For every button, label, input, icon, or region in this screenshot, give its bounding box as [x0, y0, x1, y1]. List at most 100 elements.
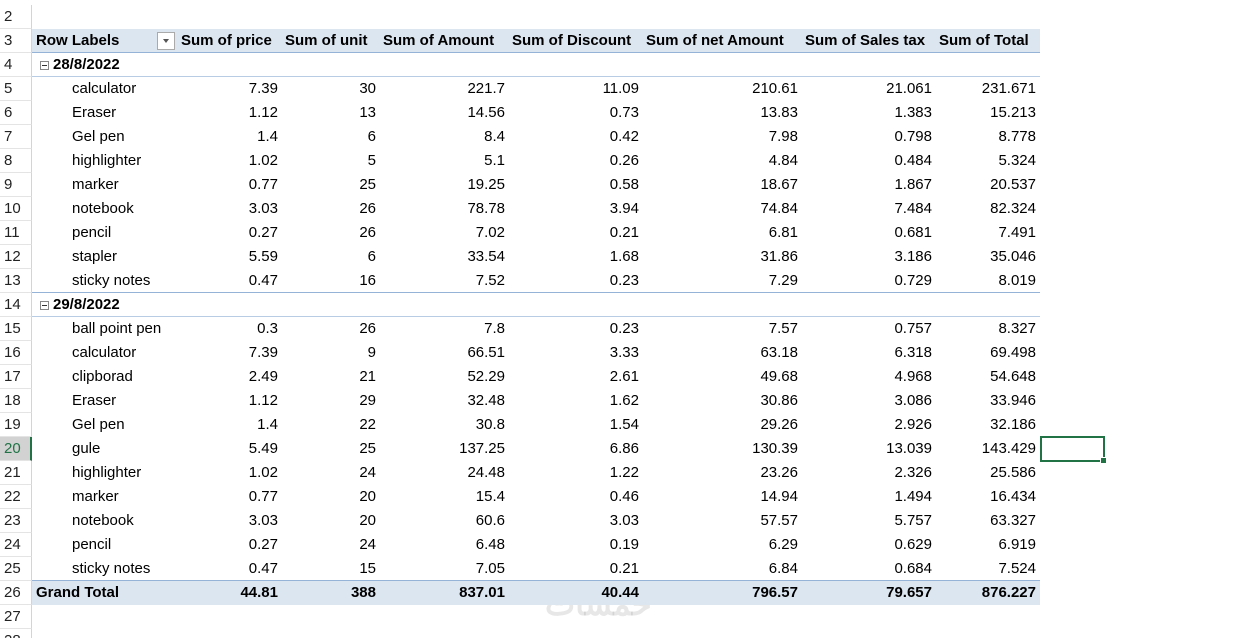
value-cell: 0.729	[894, 272, 932, 289]
value-cell: 74.84	[760, 200, 798, 217]
value-cell: 15.213	[990, 104, 1036, 121]
row-label: pencil	[72, 224, 112, 241]
value-cell: 2.61	[609, 368, 639, 385]
row-number: 5	[0, 77, 32, 101]
row-number: 13	[0, 269, 32, 293]
value-cell: 49.68	[760, 368, 798, 385]
row-number: 24	[0, 533, 32, 557]
value-cell: 1.54	[609, 416, 639, 433]
row-number: 4	[0, 53, 32, 77]
value-cell: 7.98	[768, 128, 798, 145]
value-cell: 0.681	[894, 224, 932, 241]
value-cell: 0.77	[248, 488, 278, 505]
value-cell: 8.778	[998, 128, 1036, 145]
row-label: stapler	[72, 248, 118, 265]
value-cell: 24	[359, 464, 376, 481]
value-cell: 25	[359, 176, 376, 193]
collapse-button[interactable]	[40, 301, 49, 310]
value-cell: 6.81	[768, 224, 798, 241]
value-cell: 5.324	[998, 152, 1036, 169]
value-cell: 25	[359, 440, 376, 457]
row-number: 23	[0, 509, 32, 533]
group-separator	[32, 316, 1040, 317]
value-cell: 6.86	[609, 440, 639, 457]
row-label: notebook	[72, 512, 134, 529]
value-cell: 130.39	[752, 440, 798, 457]
value-cell: 21	[359, 368, 376, 385]
value-cell: 69.498	[990, 344, 1036, 361]
row-number: 9	[0, 173, 32, 197]
group-label: 29/8/2022	[53, 296, 120, 313]
total-cell: 388	[350, 584, 376, 601]
value-cell: 4.84	[768, 152, 798, 169]
value-cell: 32.186	[990, 416, 1036, 433]
value-cell: 221.7	[467, 80, 505, 97]
row-number: 12	[0, 245, 32, 269]
group-separator	[32, 52, 1040, 53]
total-cell: 876.227	[981, 584, 1036, 601]
value-cell: 0.19	[609, 536, 639, 553]
value-cell: 3.03	[609, 512, 639, 529]
row-number: 10	[0, 197, 32, 221]
value-cell: 1.02	[248, 152, 278, 169]
value-cell: 11.09	[602, 80, 639, 97]
value-cell: 6	[367, 248, 376, 265]
value-cell: 60.6	[475, 512, 505, 529]
value-cell: 18.67	[760, 176, 798, 193]
row-label: marker	[72, 488, 119, 505]
value-cell: 2.926	[894, 416, 932, 433]
selected-cell[interactable]	[1040, 436, 1107, 464]
column-header: Row Labels	[36, 32, 120, 49]
row-number: 2	[0, 5, 32, 29]
header-band	[32, 29, 1040, 53]
total-cell: 796.57	[752, 584, 798, 601]
row-label: Eraser	[72, 104, 117, 121]
value-cell: 1.22	[609, 464, 639, 481]
value-cell: 1.12	[248, 104, 278, 121]
value-cell: 0.47	[248, 272, 278, 289]
value-cell: 7.524	[998, 560, 1036, 577]
value-cell: 0.684	[894, 560, 932, 577]
value-cell: 2.49	[248, 368, 278, 385]
column-header: Sum of Amount	[383, 32, 495, 49]
value-cell: 26	[359, 224, 376, 241]
value-cell: 16	[359, 272, 376, 289]
value-cell: 24	[359, 536, 376, 553]
value-cell: 14.94	[760, 488, 798, 505]
value-cell: 1.4	[257, 128, 278, 145]
value-cell: 0.27	[248, 536, 278, 553]
row-number: 3	[0, 29, 32, 53]
value-cell: 6.919	[998, 536, 1036, 553]
row-number: 6	[0, 101, 32, 125]
value-cell: 7.491	[998, 224, 1036, 241]
total-separator	[32, 580, 1040, 581]
value-cell: 0.26	[609, 152, 639, 169]
row-label: sticky notes	[72, 560, 151, 577]
value-cell: 30.86	[760, 392, 798, 409]
group-separator	[32, 292, 1040, 293]
total-cell: 44.81	[240, 584, 278, 601]
collapse-button[interactable]	[40, 61, 49, 70]
value-cell: 1.867	[894, 176, 932, 193]
value-cell: 3.186	[894, 248, 932, 265]
row-number: 8	[0, 149, 32, 173]
filter-dropdown[interactable]	[157, 32, 175, 50]
group-label: 28/8/2022	[53, 56, 120, 73]
value-cell: 8.4	[484, 128, 505, 145]
row-number: 22	[0, 485, 32, 509]
row-label: pencil	[72, 536, 112, 553]
value-cell: 6.29	[768, 536, 798, 553]
row-label: calculator	[72, 80, 137, 97]
row-label: Gel pen	[72, 416, 125, 433]
value-cell: 6.84	[768, 560, 798, 577]
row-number: 21	[0, 461, 32, 485]
row-number: 15	[0, 317, 32, 341]
value-cell: 24.48	[467, 464, 505, 481]
value-cell: 78.78	[467, 200, 505, 217]
value-cell: 5.1	[484, 152, 505, 169]
value-cell: 57.57	[760, 512, 798, 529]
group-separator	[32, 76, 1040, 77]
value-cell: 2.326	[894, 464, 932, 481]
value-cell: 7.05	[475, 560, 505, 577]
value-cell: 9	[367, 344, 376, 361]
